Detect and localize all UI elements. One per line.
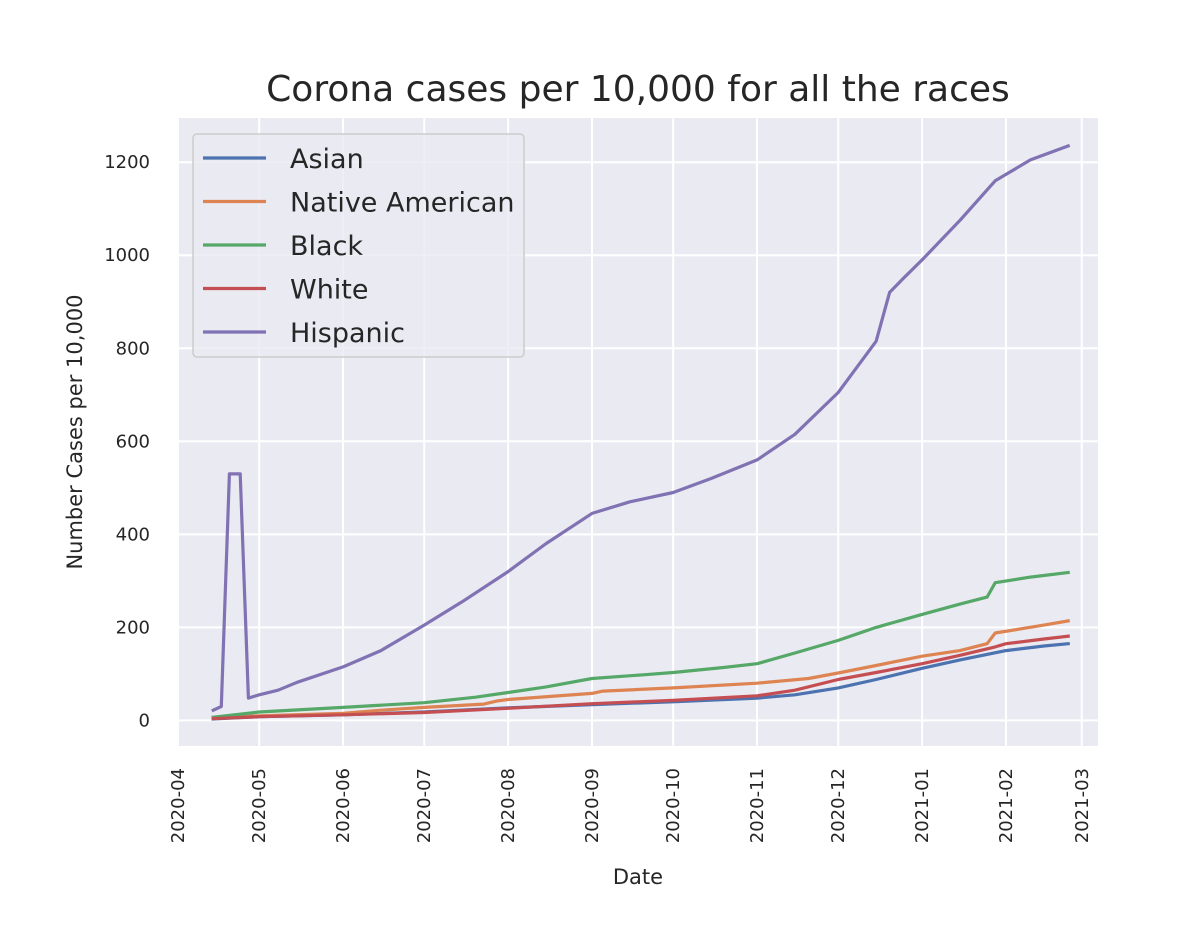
x-axis-label: Date xyxy=(613,865,663,889)
legend-label-native-american: Native American xyxy=(290,188,515,219)
x-tick-label: 2020-05 xyxy=(249,768,270,843)
y-tick-label: 1000 xyxy=(104,245,150,266)
legend-label-hispanic: Hispanic xyxy=(290,318,405,349)
y-tick-label: 0 xyxy=(139,710,150,731)
x-tick-label: 2021-03 xyxy=(1072,768,1093,843)
series-lines xyxy=(211,143,1071,721)
legend-box xyxy=(192,133,525,358)
x-tick-label: 2021-02 xyxy=(996,768,1017,843)
legend-label-black: Black xyxy=(290,231,363,262)
x-tick-label: 2020-11 xyxy=(747,768,768,843)
y-axis: 0 200 400 600 800 1000 1200 xyxy=(104,152,150,731)
x-tick-label: 2021-01 xyxy=(912,768,933,843)
legend-label-asian: Asian xyxy=(290,144,364,175)
y-tick-label: 400 xyxy=(116,524,150,545)
x-axis: 2020-04 2020-05 2020-06 2020-07 2020-08 2020-… xyxy=(168,768,1093,843)
x-tick-label: 2020-10 xyxy=(663,768,684,843)
x-tick-label: 2020-07 xyxy=(414,768,435,843)
series-line-black xyxy=(211,570,1070,719)
y-tick-label: 600 xyxy=(116,431,150,452)
series-line-native-american xyxy=(211,619,1071,720)
y-axis-label: Number Cases per 10,000 xyxy=(63,294,87,569)
y-tick-label: 1200 xyxy=(104,152,150,173)
x-tick-label: 2020-09 xyxy=(582,768,603,843)
x-tick-label: 2020-04 xyxy=(168,768,189,843)
x-tick-label: 2020-08 xyxy=(498,768,519,843)
legend: Asian Native American Black White Hispanic xyxy=(192,133,525,358)
y-tick-label: 200 xyxy=(116,617,150,638)
x-tick-label: 2020-12 xyxy=(828,768,849,843)
series-line-hispanic xyxy=(211,143,1071,713)
y-tick-label: 800 xyxy=(116,338,150,359)
x-tick-label: 2020-06 xyxy=(333,768,354,843)
series-line-white xyxy=(211,634,1070,721)
legend-label-white: White xyxy=(290,275,369,306)
chart-title: Corona cases per 10,000 for all the race… xyxy=(266,69,1010,110)
